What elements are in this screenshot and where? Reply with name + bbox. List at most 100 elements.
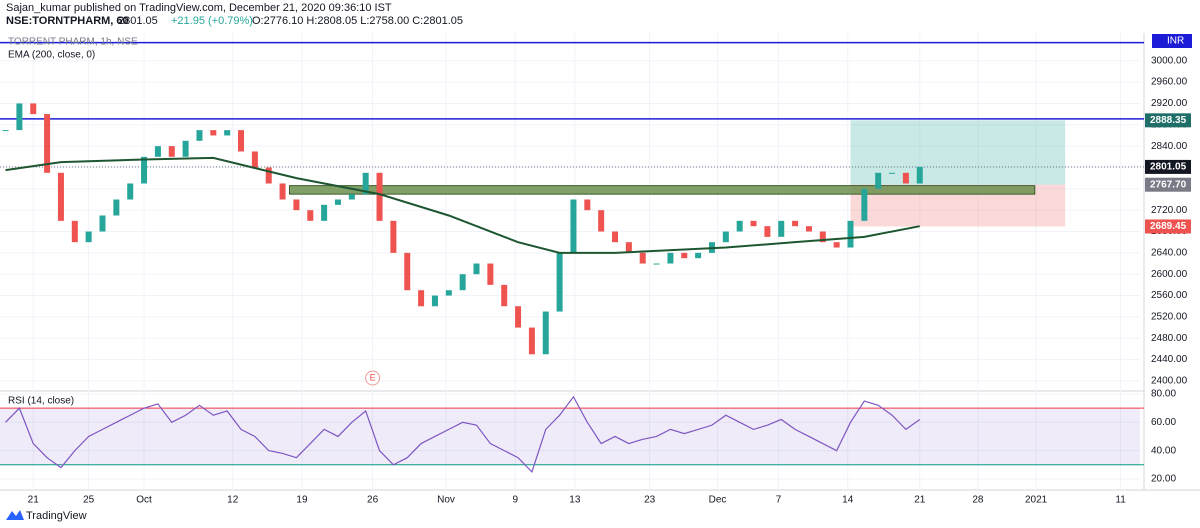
candle <box>293 199 300 211</box>
candle <box>833 242 840 248</box>
candle <box>251 151 258 168</box>
candle <box>861 188 868 221</box>
candle <box>57 172 64 221</box>
candle <box>2 130 9 132</box>
y-tick-label: 20.00 <box>1151 474 1176 485</box>
candle <box>625 242 632 253</box>
currency-badge <box>1152 34 1192 48</box>
candle <box>265 167 272 184</box>
x-tick-label: 25 <box>83 495 95 506</box>
candle <box>307 210 314 221</box>
candle <box>44 114 51 173</box>
y-tick-label: 2920.00 <box>1151 98 1188 109</box>
y-tick-label: 2640.00 <box>1151 247 1188 258</box>
x-tick-label: 28 <box>972 495 984 506</box>
price-tag <box>1145 113 1191 128</box>
y-tick-label: 2480.00 <box>1151 333 1188 344</box>
candle <box>653 263 660 265</box>
last-price: 2801.05 <box>118 15 158 27</box>
candle <box>85 231 92 243</box>
candle <box>99 215 106 232</box>
candle <box>542 311 549 355</box>
logo-mark <box>6 510 24 520</box>
candle <box>154 146 161 157</box>
candle <box>196 130 203 141</box>
candle <box>501 284 508 307</box>
price-tag <box>1145 219 1191 234</box>
candle <box>736 220 743 232</box>
x-tick-label: 21 <box>28 495 40 506</box>
x-tick-label: Dec <box>709 495 727 506</box>
x-tick-label: Nov <box>437 495 455 506</box>
candle <box>404 252 411 291</box>
x-tick-label: 14 <box>842 495 854 506</box>
price-tag <box>1145 159 1191 174</box>
candle <box>321 204 328 221</box>
candle <box>722 231 729 243</box>
candle <box>902 172 909 184</box>
candle <box>127 183 134 200</box>
x-tick-label: 11 <box>1115 495 1126 506</box>
price-tag-label: 2801.05 <box>1150 162 1187 173</box>
candle <box>764 226 771 237</box>
plot: E <box>0 33 1144 490</box>
x-tick-label: 13 <box>569 495 581 506</box>
candle <box>528 327 535 355</box>
x-tick-label: 9 <box>513 495 519 506</box>
candle <box>168 146 175 157</box>
y-tick-label: 2960.00 <box>1151 77 1188 88</box>
candle <box>805 226 812 232</box>
y-tick-label: 2720.00 <box>1151 205 1188 216</box>
x-tick-label: Oct <box>136 495 152 506</box>
symbol: NSE:TORNTPHARM, 60 <box>6 15 129 27</box>
candle <box>889 172 896 174</box>
candle <box>875 172 882 189</box>
support-zone <box>289 185 1036 195</box>
candle <box>16 103 23 131</box>
change: +21.95 (+0.79%) <box>171 15 253 27</box>
price-tag-label: 2767.70 <box>1150 179 1187 190</box>
y-tick-label: 2400.00 <box>1151 376 1188 387</box>
rsi-line <box>5 395 921 474</box>
candle <box>390 220 397 253</box>
publisher: Sajan_kumar published on TradingView.com… <box>6 2 392 14</box>
rsi-title: RSI (14, close) <box>8 396 74 407</box>
rsi-band-fill <box>0 408 1140 465</box>
y-tick-label: 2840.00 <box>1151 141 1188 152</box>
candle <box>556 252 563 312</box>
earnings-label: E <box>370 372 376 382</box>
candle <box>182 140 189 157</box>
x-tick-label: 23 <box>644 495 656 506</box>
profit-area <box>850 120 1066 185</box>
ohlc: O:2776.10 H:2808.05 L:2758.00 C:2801.05 <box>252 15 463 27</box>
logo: TradingView <box>6 510 87 522</box>
candle <box>639 252 646 264</box>
y-tick-label: 80.00 <box>1151 389 1176 400</box>
candle <box>445 290 452 296</box>
y-tick-label: 2600.00 <box>1151 269 1188 280</box>
candle <box>210 130 217 136</box>
candle <box>141 156 148 184</box>
y-tick-label: 3000.00 <box>1151 55 1188 66</box>
candle <box>376 172 383 221</box>
candle <box>487 263 494 285</box>
candle <box>750 220 757 227</box>
candle <box>113 199 120 216</box>
candle <box>473 263 480 275</box>
ema-line <box>5 156 920 254</box>
price-tag <box>1145 177 1191 192</box>
candle <box>778 220 785 237</box>
x-tick-label: 21 <box>914 495 926 506</box>
symbol-title: TORRENT PHARM, 1h, NSE <box>8 37 138 48</box>
candle <box>418 290 425 307</box>
candle <box>681 252 688 259</box>
x-tick-label: 7 <box>776 495 782 506</box>
candle <box>431 295 438 307</box>
candle <box>916 166 923 184</box>
price-tag-label: 2689.45 <box>1150 221 1187 232</box>
candle <box>584 199 591 211</box>
x-tick-label: 12 <box>227 495 239 506</box>
y-tick-label: 2520.00 <box>1151 312 1188 323</box>
candle <box>279 183 286 200</box>
